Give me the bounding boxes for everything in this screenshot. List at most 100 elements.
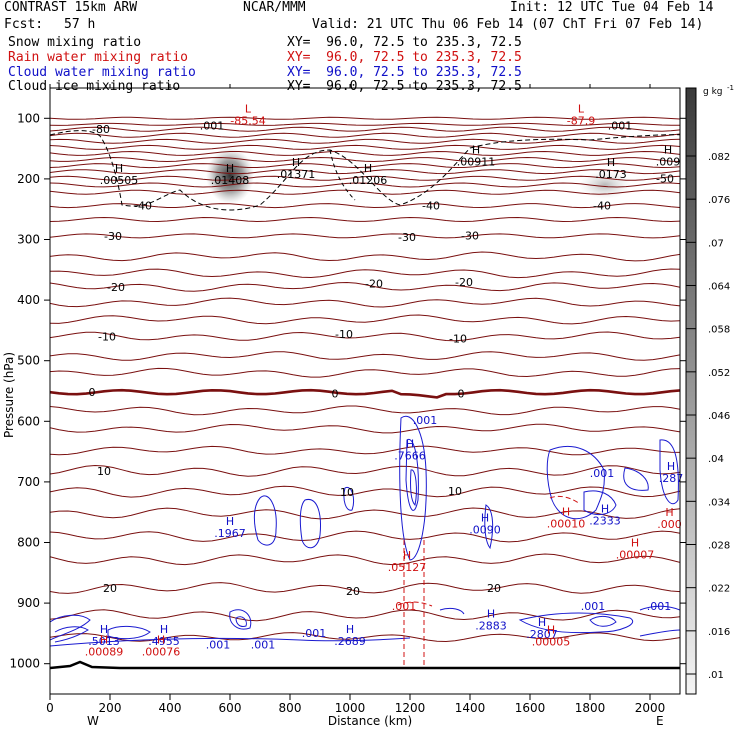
temperature-label-1: -50 xyxy=(656,172,674,185)
temperature-label-4: -40 xyxy=(593,200,611,213)
extremum-value-0: -85.54 xyxy=(230,115,265,128)
field-cloudice-name: Cloud ice mixing ratio xyxy=(8,79,181,94)
plot-frame xyxy=(49,87,681,695)
temperature-label-11: -10 xyxy=(98,330,116,343)
contour-label-0: .001 xyxy=(200,120,225,133)
cloud-water-contour-20 xyxy=(639,605,680,611)
valid-time: Valid: 21 UTC Thu 06 Feb 14 (07 ChT Fri … xyxy=(312,17,704,32)
extremum-marker-19: H xyxy=(160,623,168,636)
x-tick-label-10: 2000 xyxy=(635,701,666,715)
x-tick-label-2: 400 xyxy=(159,701,182,715)
extremum-value-23: .00089 xyxy=(85,645,124,658)
cloud-water-contour-6 xyxy=(484,504,494,550)
extremum-marker-18: H xyxy=(100,623,108,636)
temperature-label-2: -40 xyxy=(134,200,152,213)
contour-label-1: .001 xyxy=(608,120,633,133)
x-tick-label-4: 800 xyxy=(279,701,302,715)
colorbar-label-9: .028 xyxy=(708,541,730,552)
temperature-label-0: -80 xyxy=(92,123,110,136)
isotherm-33 xyxy=(50,609,680,622)
cloud-water-contour-16 xyxy=(50,637,411,647)
isotherm-14 xyxy=(50,216,680,223)
extremum-marker-14: H xyxy=(562,506,570,519)
isotherm-10 xyxy=(50,175,680,181)
temperature-label-14: 0 xyxy=(89,386,96,399)
colorbar-ramp xyxy=(685,87,697,695)
extremum-marker-9: H xyxy=(406,438,414,451)
extremum-marker-7: H xyxy=(607,156,615,169)
colorbar-label-11: .016 xyxy=(708,627,730,638)
isotherm-26 xyxy=(50,445,680,456)
isotherm-3 xyxy=(50,132,680,138)
cloud-water-contour-18 xyxy=(518,612,633,634)
extremum-marker-15: H xyxy=(665,506,673,519)
isotherm-30 xyxy=(50,530,680,543)
center-name: NCAR/MMM xyxy=(243,0,306,15)
temperature-label-12: -10 xyxy=(335,328,353,341)
temperature-label-10: -20 xyxy=(455,276,473,289)
extremum-marker-2: H xyxy=(115,162,123,175)
isotherm-16 xyxy=(50,251,680,262)
extremum-marker-22: H xyxy=(538,616,546,629)
shading-maximum-1 xyxy=(579,170,631,199)
cloud-water-contour-7 xyxy=(546,445,605,520)
model-title: CONTRAST 15km ARW xyxy=(4,0,138,15)
cloud-ice-inner xyxy=(329,149,356,201)
extremum-value-12: .2333 xyxy=(589,514,621,527)
field-rain-xy: XY= 96.0, 72.5 to 235.3, 72.5 xyxy=(287,50,522,65)
temperature-label-8: -20 xyxy=(107,281,125,294)
extremum-value-16: .00007 xyxy=(616,548,655,561)
extremum-value-24: .00076 xyxy=(142,645,181,658)
surface-line xyxy=(50,660,680,670)
cloud-water-contour-2 xyxy=(343,486,355,511)
isotherm-6 xyxy=(50,150,680,156)
extremum-value-6: .00911 xyxy=(457,156,496,169)
extremum-marker-20: H xyxy=(346,623,354,636)
extremum-marker-3: H xyxy=(226,162,234,175)
extremum-value-21: .2883 xyxy=(475,619,507,632)
y-tick-label-2: 300 xyxy=(17,233,40,247)
extremum-value-1: -87.9 xyxy=(567,115,595,128)
y-tick-label-3: 400 xyxy=(17,293,40,307)
temperature-label-22: 20 xyxy=(487,582,501,595)
cloud-water-contour-14 xyxy=(229,609,252,630)
isotherm-31 xyxy=(50,553,680,566)
cloud-water-contour-10 xyxy=(659,439,679,505)
field-rain-name: Rain water mixing ratio xyxy=(8,50,189,65)
y-axis-label: Pressure (hPa) xyxy=(2,352,16,438)
extremum-value-10: .1967 xyxy=(214,527,246,540)
x-tick-label-3: 600 xyxy=(219,701,242,715)
contour-label-4: .001 xyxy=(392,600,417,613)
isotherm-17 xyxy=(50,268,680,279)
extremum-value-5: .01206 xyxy=(349,174,388,187)
temperature-label-13: -10 xyxy=(449,332,467,345)
temperature-label-3: -40 xyxy=(422,200,440,213)
cloud-water-contour-4 xyxy=(405,438,419,511)
isotherm-27 xyxy=(50,464,680,477)
extremum-marker-4: H xyxy=(292,156,300,169)
cloud-water-contour-13 xyxy=(107,625,151,640)
temperature-label-16: 0 xyxy=(458,387,465,400)
extremum-marker-21: H xyxy=(487,607,495,620)
isotherm-32 xyxy=(50,582,680,594)
extremum-marker-10: H xyxy=(226,515,234,528)
extremum-value-22: .2807 xyxy=(526,628,558,641)
isotherm-15 xyxy=(50,233,680,239)
extremum-marker-8: H xyxy=(664,144,672,157)
isotherm-21 xyxy=(50,331,680,342)
y-tick-label-0: 100 xyxy=(17,111,40,125)
extremum-marker-6: H xyxy=(472,144,480,157)
contour-label-7: .001 xyxy=(302,627,327,640)
field-cloudice-xy: XY= 96.0, 72.5 to 235.3, 72.5 xyxy=(287,79,522,94)
field-cloudwater-name: Cloud water mixing ratio xyxy=(8,65,196,80)
isotherm-13 xyxy=(50,203,680,209)
x-tick-label-0: 0 xyxy=(46,701,54,715)
colorbar-label-10: .022 xyxy=(708,584,730,595)
cloud-ice-boundary xyxy=(50,130,680,211)
cloud-water-contour-12 xyxy=(54,626,89,643)
isotherm-25 xyxy=(50,423,680,434)
extremum-marker-0: L xyxy=(245,103,252,116)
temperature-label-18: 10 xyxy=(340,486,354,499)
